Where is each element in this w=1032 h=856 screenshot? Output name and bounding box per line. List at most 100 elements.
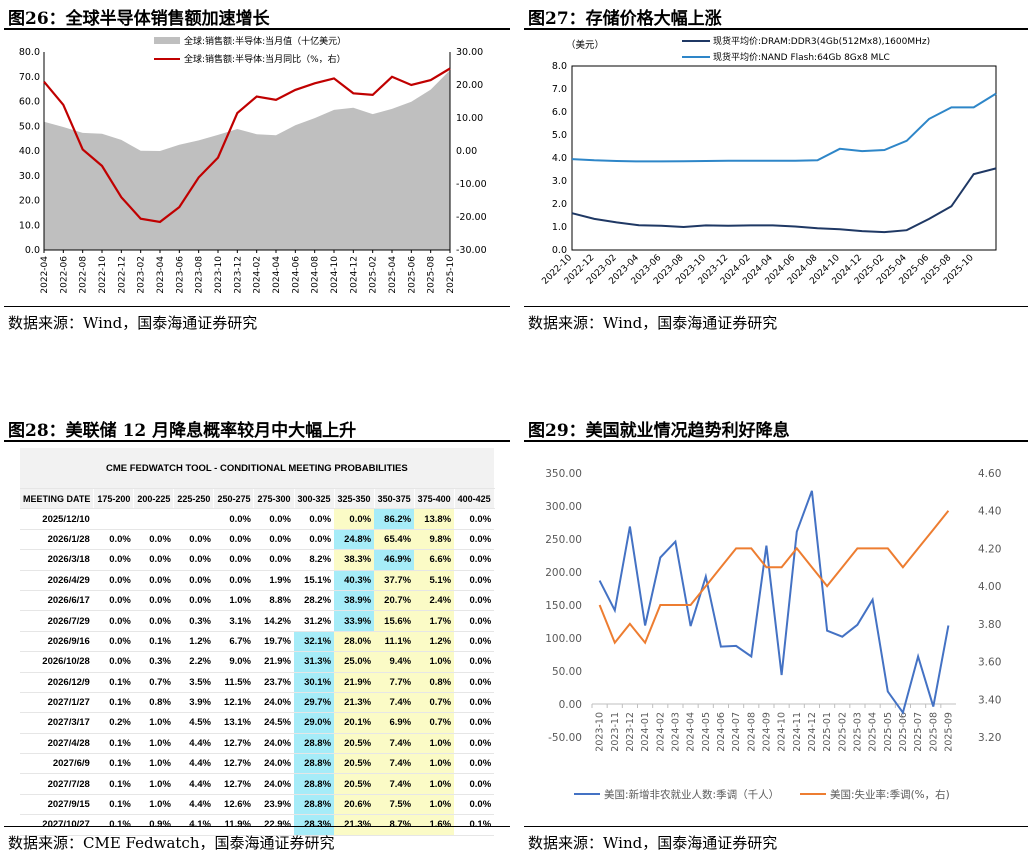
probability-cell: 0.1%: [454, 814, 495, 836]
fig29-legend-label-nfp: 美国:新增非农就业人数:季调（千人）: [604, 788, 779, 801]
fig27-y-tick: 2.0: [552, 199, 567, 210]
probability-cell: 21.9%: [334, 672, 375, 693]
probability-cell: 31.3%: [294, 651, 335, 673]
probability-cell: 4.5%: [173, 712, 214, 734]
fig27-legend-label-nand: 现货平均价:NAND Flash:64Gb 8Gx8 MLC: [713, 51, 890, 63]
probability-cell: 0.0%: [454, 529, 495, 551]
fig27-title: 图27：存储价格大幅上涨: [528, 9, 722, 29]
probability-cell: 3.9%: [173, 692, 214, 714]
table-row: 2027/9/15 0.1% 1.0% 4.4% 12.6% 23.9% 28.8% 20.6…: [20, 794, 495, 816]
probability-cell: 1.2%: [173, 631, 214, 653]
probability-cell: 15.6%: [374, 610, 415, 632]
fig29-yright-tick: 3.60: [978, 657, 1001, 669]
fig27-y-tick: 7.0: [552, 84, 567, 95]
fig26-title: 图26：全球半导体销售额加速增长: [8, 9, 270, 29]
probability-cell: 0.0%: [454, 570, 495, 591]
meeting-date-cell: 2026/4/29: [20, 570, 94, 591]
probability-cell: 3.5%: [173, 672, 214, 693]
fig26-x-tick: 2024-12: [349, 256, 359, 294]
probability-cell: 1.6%: [414, 814, 455, 836]
fig29-x-tick: 2025-02: [837, 712, 848, 752]
probability-cell: 28.0%: [334, 631, 375, 653]
probability-cell: 1.0%: [133, 773, 174, 795]
fig29-yright-tick: 4.00: [978, 581, 1001, 593]
fig29-x-tick: 2024-04: [686, 712, 697, 752]
fig26-x-tick: 2025-04: [388, 256, 398, 294]
probability-cell: 9.8%: [414, 529, 455, 551]
fig29-x-tick: 2024-03: [670, 712, 681, 752]
fig27-y-tick: 1.0: [552, 222, 567, 233]
fedwatch-header-row: MEETING DATE 175-200 200-225 225-250 250-275…: [20, 488, 495, 510]
probability-cell: 0.0%: [294, 529, 335, 551]
fig29-title-rule: [524, 440, 1028, 442]
probability-cell: 0.0%: [133, 590, 174, 612]
probability-cell: 12.6%: [213, 794, 254, 816]
probability-cell: 5.1%: [414, 570, 455, 591]
fig29-yleft-tick: -50.00: [548, 732, 582, 744]
fig29-x-tick: 2025-06: [898, 712, 909, 752]
probability-cell: 1.0%: [133, 753, 174, 775]
probability-cell: 28.8%: [294, 773, 335, 795]
probability-cell: 8.7%: [374, 814, 415, 836]
fig26-x-tick: 2023-08: [195, 256, 205, 294]
fig29-x-tick: 2024-09: [761, 712, 772, 752]
meeting-date-cell: 2027/6/9: [20, 753, 94, 775]
probability-cell: 0.1%: [133, 631, 174, 653]
probability-cell: 1.0%: [213, 590, 254, 612]
fig26-x-tick: 2025-02: [369, 256, 379, 294]
probability-cell: 1.9%: [253, 570, 294, 591]
probability-cell: 24.5%: [253, 712, 294, 734]
probability-cell: 32.1%: [294, 631, 335, 653]
probability-cell: 24.0%: [253, 753, 294, 775]
fedwatch-table-title: CME FEDWATCH TOOL - CONDITIONAL MEETING …: [20, 448, 495, 489]
probability-cell: 0.0%: [213, 570, 254, 591]
fig26-x-tick: 2023-10: [214, 256, 224, 294]
probability-cell: 0.0%: [454, 692, 495, 714]
table-row: 2026/3/18 0.0% 0.0% 0.0% 0.0% 0.0% 8.2% 38.3% 46…: [20, 549, 495, 571]
fig29-source: 数据来源：Wind，国泰海通证券研究: [528, 834, 778, 852]
fig27-plot-frame: [571, 65, 997, 251]
fig26-yright-tick: 30.00: [456, 47, 483, 58]
probability-cell: 1.0%: [133, 733, 174, 755]
probability-cell: 1.0%: [414, 651, 455, 673]
probability-cell: 0.0%: [454, 753, 495, 775]
fig26-x-tick: 2023-04: [156, 256, 166, 294]
fig29-x-tick: 2024-01: [640, 712, 651, 752]
column-header-275-300: 275-300: [253, 488, 295, 510]
fig26-line-yoy: [43, 67, 451, 224]
probability-cell: 0.0%: [93, 631, 134, 653]
fig29-x-tick: 2025-07: [913, 712, 924, 752]
fig26-yright-tick: 0.00: [456, 146, 477, 157]
probability-cell: 2.4%: [414, 590, 455, 612]
fig27-legend-label-dram: 现货平均价:DRAM:DDR3(4Gb(512Mx8),1600MHz): [713, 35, 930, 47]
probability-cell: 0.0%: [173, 529, 214, 551]
probability-cell: 21.3%: [334, 814, 375, 836]
fig26-yleft-tick: 20.0: [19, 196, 40, 207]
probability-cell: 9.4%: [374, 651, 415, 673]
fig27-line-nand: [571, 92, 997, 163]
fig26-x-tick: 2022-04: [40, 256, 50, 294]
column-header-300-325: 300-325: [294, 488, 335, 510]
probability-cell: 20.5%: [334, 733, 375, 755]
probability-cell: 21.9%: [253, 651, 294, 673]
fig26-yright-tick: -30.00: [456, 245, 487, 256]
column-header-175-200: 175-200: [93, 488, 135, 510]
probability-cell: 1.2%: [414, 631, 455, 653]
fig26-chart: 0.0 10.0 20.0 30.0 40.0 50.0 60.0 70.0 80.0 -30.0…: [19, 35, 487, 294]
probability-cell: 4.4%: [173, 753, 214, 775]
fig26-x-tick: 2022-08: [79, 256, 89, 294]
probability-cell: 0.0%: [334, 508, 375, 530]
probability-cell: 37.7%: [374, 570, 415, 591]
probability-cell: 0.0%: [173, 590, 214, 612]
table-row: 2026/1/28 0.0% 0.0% 0.0% 0.0% 0.0% 0.0% 24.8% 65…: [20, 529, 495, 551]
fig26-yleft-tick: 40.0: [19, 146, 40, 157]
probability-cell: 0.0%: [253, 549, 294, 571]
probability-cell: 1.0%: [414, 794, 455, 816]
probability-cell: 0.2%: [93, 712, 134, 734]
fig27-y-tick: 4.0: [552, 153, 567, 164]
column-header-meeting-date: MEETING DATE: [20, 488, 95, 510]
probability-cell: 0.0%: [454, 672, 495, 693]
probability-cell: 0.0%: [93, 651, 134, 673]
fig29-x-tick: 2025-01: [822, 712, 833, 752]
probability-cell: 1.0%: [414, 773, 455, 795]
